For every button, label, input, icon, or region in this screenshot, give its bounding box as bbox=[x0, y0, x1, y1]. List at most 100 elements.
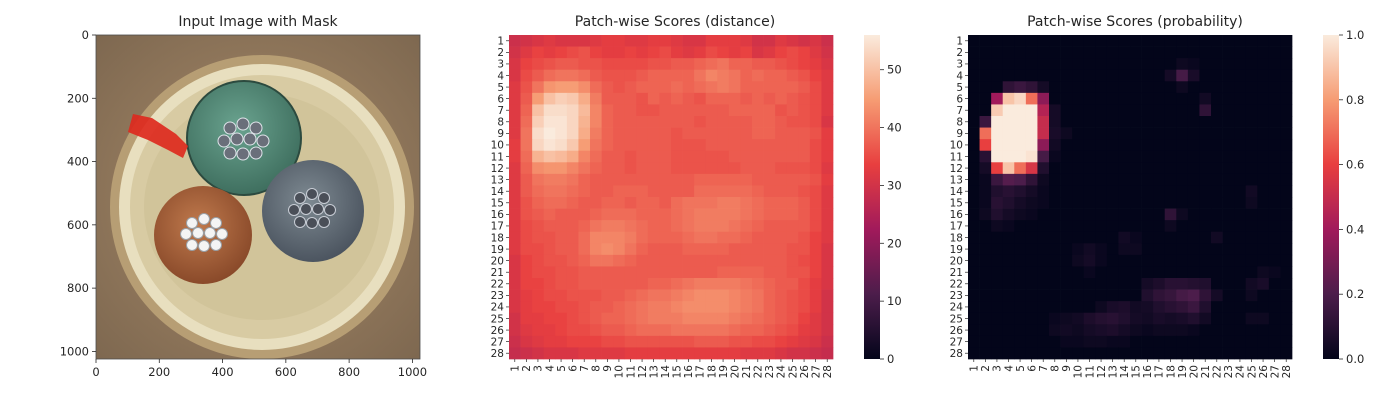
heatmap-cell bbox=[659, 197, 672, 209]
heatmap-cell bbox=[659, 127, 672, 140]
heatmap-cell bbox=[555, 243, 568, 256]
heatmap-cell bbox=[682, 208, 695, 221]
heatmap-cell bbox=[1014, 254, 1027, 267]
heatmap-cell bbox=[636, 231, 649, 244]
heatmap-cell bbox=[1245, 46, 1258, 59]
row-tick-label: 12 bbox=[491, 163, 504, 175]
heatmap-cell bbox=[1014, 69, 1027, 82]
heatmap-cell bbox=[1199, 231, 1212, 244]
heatmap-cell bbox=[1199, 324, 1212, 337]
heatmap-cell bbox=[1072, 243, 1085, 256]
heatmap-cell bbox=[694, 92, 707, 105]
heatmap-cell bbox=[613, 139, 626, 152]
heatmap-cell bbox=[705, 35, 718, 47]
heatmap-cell bbox=[1072, 69, 1085, 82]
heatmap-cell bbox=[1106, 81, 1119, 94]
heatmap-cell bbox=[1153, 116, 1166, 128]
heatmap-cell bbox=[1234, 324, 1247, 337]
heatmap-cell bbox=[1083, 35, 1096, 47]
heatmap-cell bbox=[601, 104, 614, 117]
heatmap-cell bbox=[578, 35, 591, 47]
x-tick-label: 400 bbox=[212, 365, 234, 379]
heatmap-cell bbox=[694, 46, 707, 59]
heatmap-cell bbox=[1187, 266, 1200, 279]
heatmap-cell bbox=[601, 254, 614, 267]
heatmap-cell bbox=[1176, 58, 1189, 71]
heatmap-cell bbox=[509, 254, 521, 267]
heatmap-cell bbox=[775, 81, 788, 94]
heatmap-cell bbox=[671, 243, 683, 256]
heatmap-cell bbox=[1130, 324, 1142, 337]
chart-title-input: Input Image with Mask bbox=[178, 14, 338, 30]
heatmap-cell bbox=[543, 35, 556, 47]
heatmap-cell bbox=[1257, 116, 1270, 128]
column-tick-label: 25 bbox=[787, 365, 799, 378]
heatmap-cell bbox=[763, 243, 776, 256]
heatmap-cell bbox=[1280, 220, 1293, 233]
heatmap-cell bbox=[991, 243, 1004, 256]
heatmap-cell bbox=[1014, 312, 1027, 325]
heatmap-cell bbox=[968, 347, 980, 360]
heatmap-cell bbox=[775, 185, 788, 198]
heatmap-cell bbox=[1130, 92, 1142, 105]
column-tick-label: 11 bbox=[625, 365, 637, 378]
heatmap-cell bbox=[705, 289, 718, 302]
heatmap-cell bbox=[728, 116, 741, 128]
heatmap-cell bbox=[1245, 335, 1258, 348]
column-tick-label: 18 bbox=[706, 365, 718, 378]
heatmap-cell bbox=[694, 312, 707, 325]
column-tick-label: 22 bbox=[1212, 365, 1224, 378]
panel-probability-heatmap: Patch-wise Scores (probability) 12345678… bbox=[950, 14, 1365, 378]
heatmap-cell bbox=[1037, 312, 1050, 325]
row-tick-label: 20 bbox=[491, 255, 504, 267]
heatmap-cell bbox=[590, 173, 602, 186]
heatmap-cell bbox=[1245, 324, 1258, 337]
heatmap-cell bbox=[821, 162, 834, 175]
heatmap-cell bbox=[809, 243, 822, 256]
heatmap-cell bbox=[740, 324, 753, 337]
heatmap-cell bbox=[798, 58, 811, 71]
heatmap-cell bbox=[509, 81, 521, 94]
heatmap-cells bbox=[968, 35, 1293, 360]
heatmap-cell bbox=[636, 58, 649, 71]
heatmap-cell bbox=[601, 208, 614, 221]
heatmap-cell bbox=[671, 162, 683, 175]
row-tick-label: 9 bbox=[956, 128, 963, 140]
heatmap-cell bbox=[1245, 162, 1258, 175]
heatmap-cell bbox=[1280, 162, 1293, 175]
heatmap-cell bbox=[1153, 312, 1166, 325]
heatmap-cell bbox=[613, 231, 626, 244]
heatmap-cell bbox=[1187, 46, 1200, 59]
heatmap-cell bbox=[1118, 35, 1131, 47]
column-tick-label: 2 bbox=[980, 365, 992, 372]
heatmap-cell bbox=[1130, 58, 1142, 71]
heatmap-cell bbox=[821, 231, 834, 244]
heatmap-cell bbox=[578, 46, 591, 59]
heatmap-cell bbox=[1199, 139, 1212, 152]
heatmap-cell bbox=[1176, 220, 1189, 233]
heatmap-cell bbox=[968, 173, 980, 186]
heatmap-cell bbox=[775, 197, 788, 209]
heatmap-cell bbox=[740, 58, 753, 71]
heatmap-cell bbox=[1037, 278, 1050, 290]
heatmap-cell bbox=[763, 35, 776, 47]
heatmap-cell bbox=[601, 266, 614, 279]
heatmap-cell bbox=[543, 69, 556, 82]
heatmap-cell bbox=[671, 254, 683, 267]
heatmap-cell bbox=[647, 335, 660, 348]
heatmap-cell bbox=[1257, 243, 1270, 256]
heatmap-cell bbox=[1257, 220, 1270, 233]
heatmap-cell bbox=[601, 150, 614, 163]
heatmap-cell bbox=[1141, 208, 1154, 221]
heatmap-cell bbox=[979, 208, 992, 221]
heatmap-cell bbox=[798, 81, 811, 94]
colorbar bbox=[864, 35, 880, 359]
heatmap-cell bbox=[1002, 35, 1015, 47]
heatmap-cell bbox=[1118, 150, 1131, 163]
heatmap-cell bbox=[694, 139, 707, 152]
heatmap-cell bbox=[566, 197, 579, 209]
heatmap-cell bbox=[991, 150, 1004, 163]
heatmap-cell bbox=[566, 289, 579, 302]
heatmap-cell bbox=[636, 220, 649, 233]
heatmap-cell bbox=[1060, 266, 1073, 279]
